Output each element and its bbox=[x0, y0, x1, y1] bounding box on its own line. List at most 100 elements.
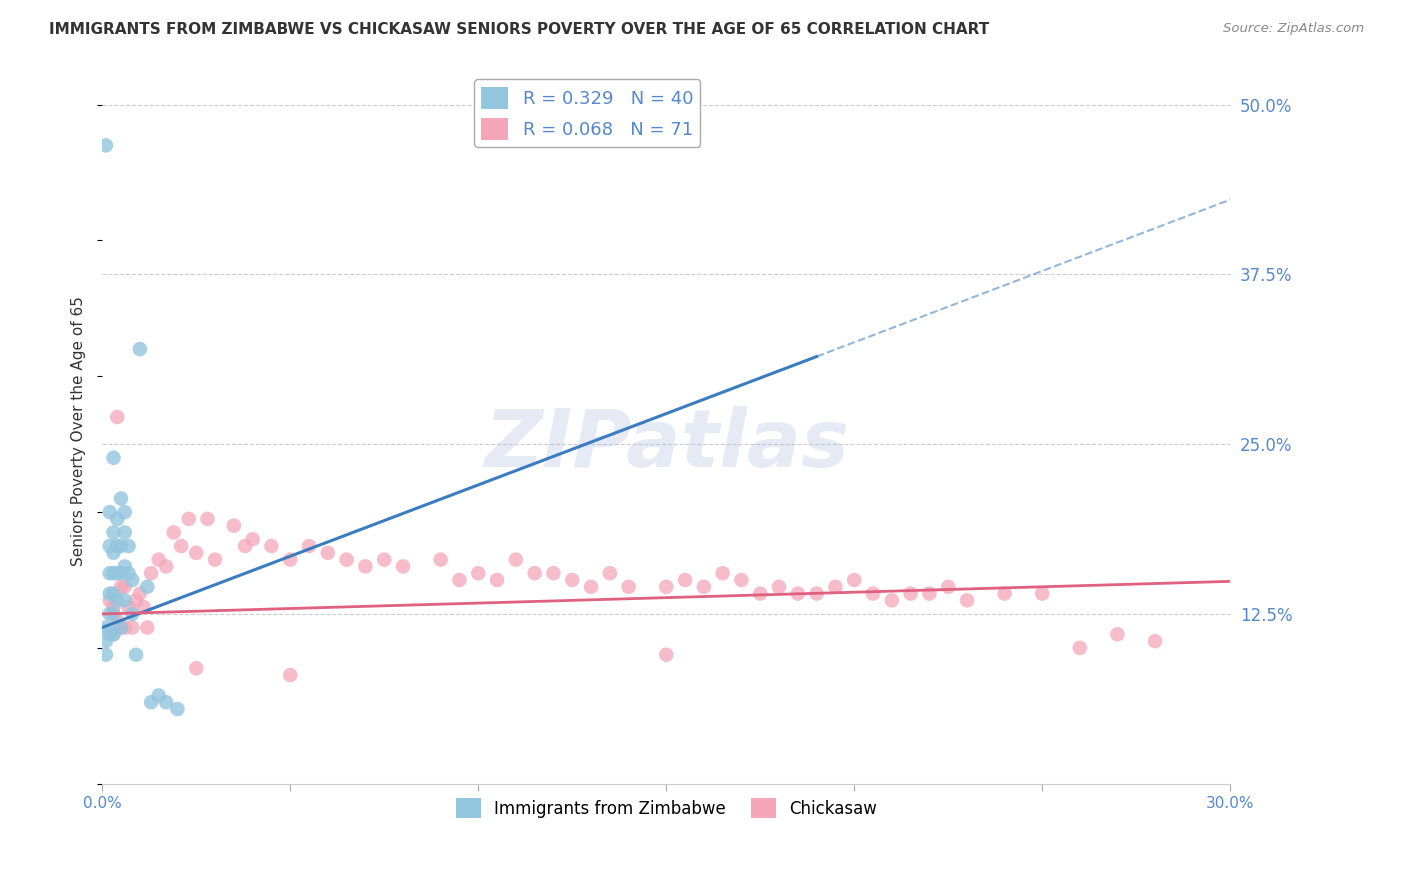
Point bbox=[121, 621, 143, 635]
Point bbox=[711, 566, 734, 581]
Point bbox=[103, 546, 125, 560]
Point bbox=[94, 621, 117, 635]
Point bbox=[103, 525, 125, 540]
Point bbox=[105, 409, 128, 424]
Point bbox=[128, 342, 150, 356]
Point bbox=[125, 648, 148, 662]
Point bbox=[98, 505, 121, 519]
Point bbox=[105, 512, 128, 526]
Point bbox=[298, 539, 321, 553]
Point bbox=[505, 552, 527, 566]
Point bbox=[994, 586, 1017, 600]
Point bbox=[110, 491, 132, 506]
Point bbox=[449, 573, 471, 587]
Point bbox=[105, 614, 128, 628]
Point bbox=[485, 573, 508, 587]
Point bbox=[749, 586, 772, 600]
Point bbox=[655, 648, 678, 662]
Point bbox=[673, 573, 696, 587]
Point bbox=[110, 566, 132, 581]
Point bbox=[98, 586, 121, 600]
Point bbox=[117, 600, 139, 615]
Point bbox=[155, 695, 177, 709]
Point bbox=[155, 559, 177, 574]
Point bbox=[98, 539, 121, 553]
Point bbox=[103, 566, 125, 581]
Point bbox=[768, 580, 790, 594]
Point bbox=[110, 539, 132, 553]
Point bbox=[373, 552, 395, 566]
Point bbox=[125, 593, 148, 607]
Text: ZIPatlas: ZIPatlas bbox=[484, 406, 849, 483]
Point bbox=[139, 695, 162, 709]
Point bbox=[467, 566, 489, 581]
Point bbox=[523, 566, 546, 581]
Point bbox=[98, 593, 121, 607]
Point bbox=[918, 586, 941, 600]
Point bbox=[844, 573, 866, 587]
Point bbox=[233, 539, 256, 553]
Point bbox=[599, 566, 621, 581]
Point bbox=[242, 533, 264, 547]
Point bbox=[103, 450, 125, 465]
Point bbox=[114, 580, 136, 594]
Point bbox=[956, 593, 979, 607]
Point bbox=[786, 586, 808, 600]
Point bbox=[114, 525, 136, 540]
Point bbox=[693, 580, 716, 594]
Point bbox=[117, 539, 139, 553]
Point bbox=[336, 552, 359, 566]
Point bbox=[121, 607, 143, 621]
Point bbox=[114, 559, 136, 574]
Point bbox=[1031, 586, 1053, 600]
Point bbox=[114, 505, 136, 519]
Text: IMMIGRANTS FROM ZIMBABWE VS CHICKASAW SENIORS POVERTY OVER THE AGE OF 65 CORRELA: IMMIGRANTS FROM ZIMBABWE VS CHICKASAW SE… bbox=[49, 22, 990, 37]
Point bbox=[94, 138, 117, 153]
Point bbox=[354, 559, 377, 574]
Point bbox=[98, 566, 121, 581]
Point bbox=[110, 621, 132, 635]
Point bbox=[543, 566, 565, 581]
Point bbox=[132, 600, 155, 615]
Point bbox=[128, 586, 150, 600]
Point bbox=[103, 586, 125, 600]
Point bbox=[278, 668, 301, 682]
Point bbox=[316, 546, 339, 560]
Point bbox=[148, 552, 170, 566]
Point bbox=[880, 593, 903, 607]
Point bbox=[824, 580, 846, 594]
Point bbox=[429, 552, 451, 566]
Point bbox=[114, 621, 136, 635]
Point bbox=[136, 621, 159, 635]
Point bbox=[936, 580, 959, 594]
Point bbox=[94, 634, 117, 648]
Point bbox=[110, 580, 132, 594]
Point bbox=[103, 627, 125, 641]
Point bbox=[186, 661, 208, 675]
Point bbox=[136, 580, 159, 594]
Point bbox=[105, 539, 128, 553]
Point bbox=[170, 539, 193, 553]
Point bbox=[121, 573, 143, 587]
Point bbox=[103, 607, 125, 621]
Point bbox=[117, 566, 139, 581]
Point bbox=[1069, 640, 1091, 655]
Point bbox=[103, 627, 125, 641]
Point bbox=[862, 586, 884, 600]
Y-axis label: Seniors Poverty Over the Age of 65: Seniors Poverty Over the Age of 65 bbox=[72, 295, 86, 566]
Point bbox=[197, 512, 219, 526]
Point bbox=[186, 546, 208, 560]
Point bbox=[177, 512, 200, 526]
Point bbox=[655, 580, 678, 594]
Point bbox=[900, 586, 922, 600]
Point bbox=[730, 573, 752, 587]
Point bbox=[561, 573, 583, 587]
Point bbox=[105, 593, 128, 607]
Point bbox=[98, 607, 121, 621]
Point bbox=[166, 702, 188, 716]
Point bbox=[806, 586, 828, 600]
Point bbox=[260, 539, 283, 553]
Point bbox=[139, 566, 162, 581]
Point bbox=[392, 559, 415, 574]
Point bbox=[110, 621, 132, 635]
